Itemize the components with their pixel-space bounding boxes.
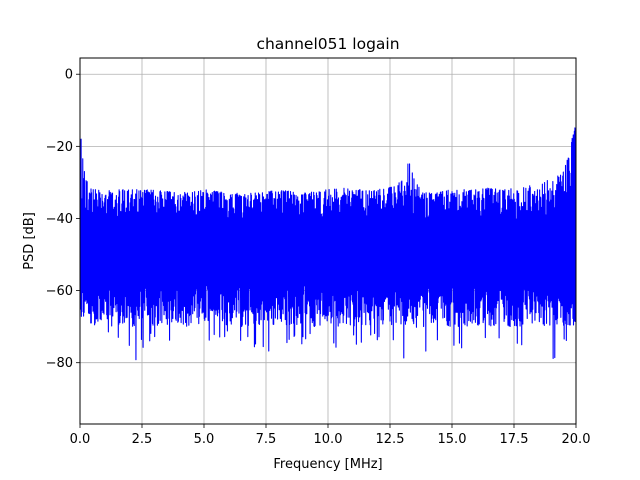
x-tick-label: 10.0 <box>314 432 343 447</box>
y-axis-ticks: 0 −20 −40 −60 −80 <box>46 68 80 371</box>
y-axis-label: PSD [dB] <box>22 212 37 270</box>
x-tick-label: 17.5 <box>500 432 529 447</box>
y-tick-label: −20 <box>46 140 73 155</box>
y-tick-label: −60 <box>46 284 73 299</box>
x-tick-label: 12.5 <box>376 432 405 447</box>
chart-title: channel051 logain <box>256 35 399 53</box>
y-tick-label: 0 <box>65 68 73 83</box>
series-layer <box>80 127 576 361</box>
x-tick-label: 5.0 <box>194 432 215 447</box>
plot-area <box>80 127 576 361</box>
x-tick-label: 2.5 <box>132 432 153 447</box>
x-tick-label: 7.5 <box>256 432 277 447</box>
x-tick-label: 20.0 <box>562 432 591 447</box>
x-axis-ticks: 0.0 2.5 5.0 7.5 10.0 12.5 15.0 17.5 20.0 <box>70 424 591 447</box>
y-tick-label: −80 <box>46 356 73 371</box>
y-tick-label: −40 <box>46 212 73 227</box>
x-tick-label: 15.0 <box>438 432 467 447</box>
psd-series-line <box>80 127 576 361</box>
psd-dense-band <box>80 222 576 284</box>
x-axis-label: Frequency [MHz] <box>273 457 382 472</box>
x-tick-label: 0.0 <box>70 432 91 447</box>
